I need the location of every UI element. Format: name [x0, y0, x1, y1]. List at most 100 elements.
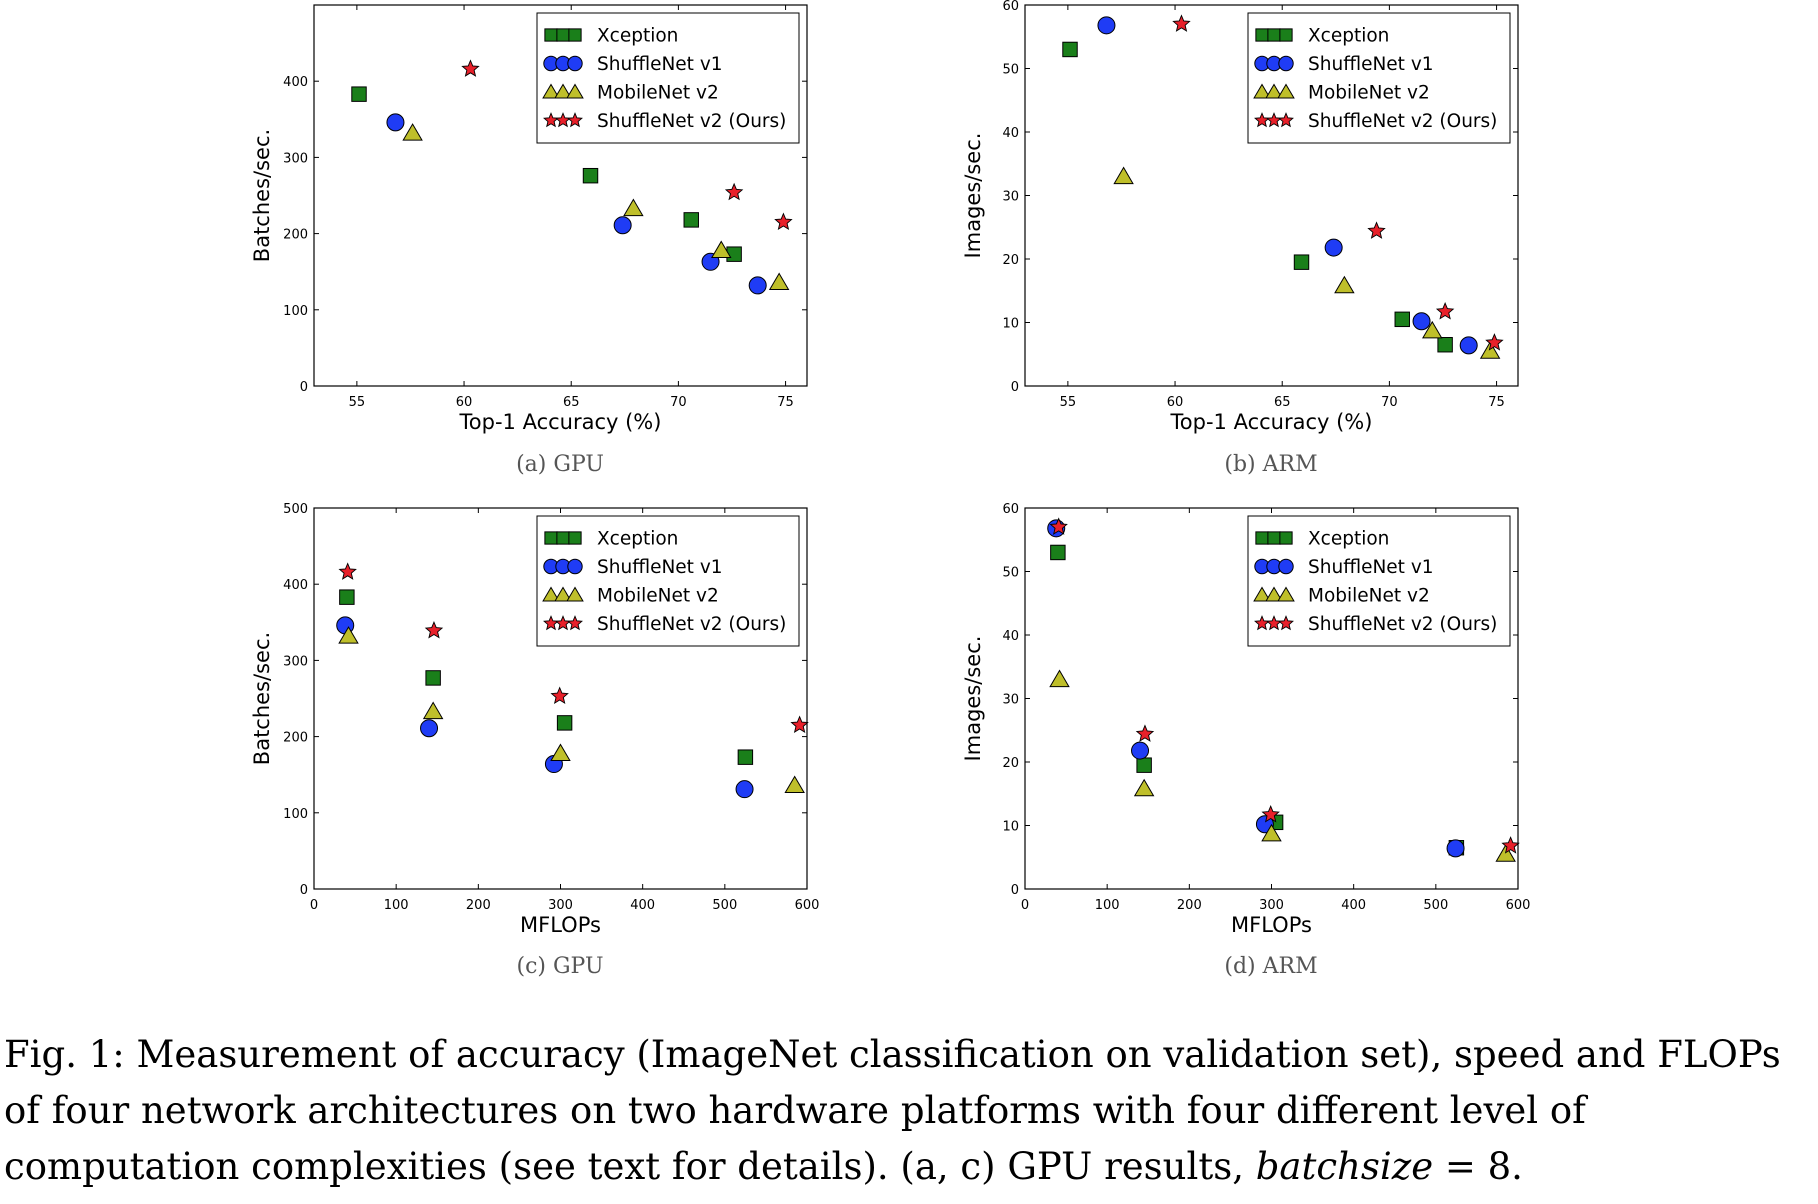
chart-2-y-tick-label: 40: [1002, 126, 1019, 141]
chart-4-point-shufflenet-v2-ours: [1135, 724, 1155, 742]
chart-2-point-shufflenet-v2-ours: [1172, 14, 1191, 32]
chart-2-point-xception: [1062, 41, 1078, 58]
chart-2-x-tick-label: 70: [1381, 395, 1398, 410]
chart-2-point-shufflenet-v2-ours: [1367, 221, 1386, 239]
chart-4-point-xception: [1050, 544, 1066, 561]
chart-4-y-tick-label: 10: [1002, 820, 1019, 835]
chart-1-y-axis-label: Batches/sec.: [250, 129, 274, 262]
chart-3-x-tick-label: 100: [384, 898, 409, 913]
chart-3-x-tick-label: 500: [712, 898, 737, 913]
chart-2-legend-marker-xception: [1279, 28, 1293, 42]
chart-3-legend-label: MobileNet v2: [597, 586, 719, 607]
chart-2-point-mobilenet-v2: [1113, 166, 1134, 185]
chart-1-legend-marker-mobilenet-v2: [542, 83, 560, 99]
chart-3-legend-marker-mobilenet-v2: [542, 586, 560, 602]
chart-1-legend-marker-shufflenet-v1: [567, 55, 583, 72]
caption-text: Fig. 1: Measurement of accuracy (ImageNe…: [4, 1033, 1781, 1188]
chart-1-legend-marker-mobilenet-v2: [554, 83, 572, 99]
chart-4-legend: Xception ShuffleNet v1 MobileNet v2 Shuffle…: [1247, 515, 1511, 647]
chart-3-x-tick-label: 400: [630, 898, 655, 913]
subcaption-d: (d) ARM: [1224, 954, 1318, 979]
chart-3-legend-label: ShuffleNet v1: [597, 557, 723, 578]
chart-2-legend-marker-shufflenet-v2-ours: [1278, 112, 1294, 128]
chart-3-point-mobilenet-v2: [338, 626, 359, 644]
chart-2-point-shufflenet-v1: [1412, 312, 1431, 331]
chart-3-point-xception: [339, 589, 355, 605]
chart-1-point-shufflenet-v1: [386, 113, 405, 132]
chart-1-legend: Xception ShuffleNet v1 MobileNet v2 Shuffle…: [536, 12, 800, 144]
chart-2-legend-label: ShuffleNet v2 (Ours): [1308, 111, 1497, 132]
chart-3-legend-label: Xception: [597, 529, 678, 550]
chart-3-x-tick-label: 300: [548, 898, 573, 913]
chart-2-y-tick-label: 0: [1011, 380, 1019, 395]
chart-2-legend-label: MobileNet v2: [1308, 83, 1430, 104]
caption-math-rest: = 8.: [1433, 1145, 1523, 1188]
chart-4-x-tick-label: 600: [1506, 898, 1531, 913]
chart-2-y-tick-label: 10: [1002, 317, 1019, 332]
chart-2-y-tick-label: 20: [1002, 253, 1019, 268]
chart-2-point-mobilenet-v2: [1479, 341, 1501, 359]
chart-1-y-tick-label: 400: [283, 75, 308, 90]
subcaption-b: (b) ARM: [1224, 452, 1318, 477]
chart-2-point-xception: [1293, 254, 1310, 270]
chart-3-y-tick-label: 200: [283, 731, 308, 746]
chart-3-point-xception: [556, 715, 573, 731]
chart-4-x-tick-label: 400: [1341, 898, 1366, 913]
chart-4-y-tick-label: 60: [1002, 502, 1019, 517]
chart-3-legend-marker-xception: [568, 531, 582, 545]
chart-2-point-shufflenet-v2-ours: [1485, 333, 1504, 351]
chart-2-legend-marker-mobilenet-v2: [1277, 83, 1295, 99]
chart-4-y-tick-label: 50: [1002, 566, 1019, 581]
chart-2-legend-marker-mobilenet-v2: [1253, 83, 1271, 99]
subcaption-c: (c) GPU: [516, 954, 604, 979]
chart-2-point-xception: [1437, 337, 1453, 353]
chart-2-legend-label: ShuffleNet v1: [1308, 54, 1434, 75]
chart-1-point-shufflenet-v2-ours: [461, 59, 480, 77]
chart-3-legend-marker-mobilenet-v2: [566, 586, 584, 602]
figure-caption: Fig. 1: Measurement of accuracy (ImageNe…: [4, 1027, 1814, 1195]
chart-2-point-mobilenet-v2: [1334, 275, 1355, 294]
chart-2-point-shufflenet-v1: [1097, 16, 1116, 35]
chart-4-legend-marker-xception: [1255, 531, 1269, 545]
chart-3-x-axis-label: MFLOPs: [520, 913, 601, 937]
chart-1-legend-label: ShuffleNet v2 (Ours): [597, 111, 786, 132]
chart-2-y-tick-label: 30: [1002, 190, 1019, 205]
chart-1-y-tick-label: 300: [283, 151, 308, 166]
chart-2-legend: Xception ShuffleNet v1 MobileNet v2 Shuffle…: [1247, 12, 1511, 144]
subcaption-a: (a) GPU: [516, 452, 604, 477]
chart-3-legend-marker-shufflenet-v1: [567, 558, 583, 575]
chart-3-y-tick-label: 400: [283, 578, 308, 593]
chart-1-y-tick-label: 200: [283, 228, 308, 243]
chart-1-x-tick-label: 60: [456, 395, 473, 410]
chart-3-point-shufflenet-v2-ours: [338, 562, 357, 580]
chart-4-x-axis-label: MFLOPs: [1231, 913, 1312, 937]
chart-1-x-tick-label: 55: [349, 395, 366, 410]
chart-1-point-xception: [683, 212, 699, 228]
chart-4-legend-marker-mobilenet-v2: [1277, 586, 1295, 602]
chart-2-y-tick-label: 50: [1002, 63, 1019, 78]
chart-2-x-tick-label: 65: [1274, 395, 1291, 410]
chart-4-y-tick-label: 40: [1002, 629, 1019, 644]
chart-2-x-tick-label: 55: [1060, 395, 1077, 410]
chart-1-point-mobilenet-v2: [402, 123, 423, 141]
chart-2-point-shufflenet-v2-ours: [1435, 302, 1455, 320]
chart-4-y-axis-label: Images/sec.: [961, 636, 985, 762]
chart-2-legend-label: Xception: [1308, 26, 1389, 47]
chart-4-point-mobilenet-v2: [1261, 823, 1282, 842]
chart-1-point-shufflenet-v1: [748, 276, 767, 295]
chart-1-point-shufflenet-v1: [613, 216, 632, 235]
chart-4-y-tick-label: 30: [1002, 693, 1019, 708]
chart-4-legend-marker-shufflenet-v2-ours: [1278, 615, 1294, 631]
chart-4-legend-label: ShuffleNet v2 (Ours): [1308, 614, 1497, 635]
chart-3-point-mobilenet-v2: [784, 775, 805, 794]
chart-3-point-shufflenet-v2-ours: [790, 715, 809, 733]
chart-2-legend-marker-mobilenet-v2: [1265, 83, 1283, 99]
chart-4-x-tick-label: 100: [1095, 898, 1120, 913]
chart-2-x-tick-label: 75: [1488, 395, 1505, 410]
chart-1-legend-label: Xception: [597, 26, 678, 47]
chart-1-legend-marker-mobilenet-v2: [566, 83, 584, 99]
chart-4-point-shufflenet-v2-ours: [1049, 517, 1068, 535]
